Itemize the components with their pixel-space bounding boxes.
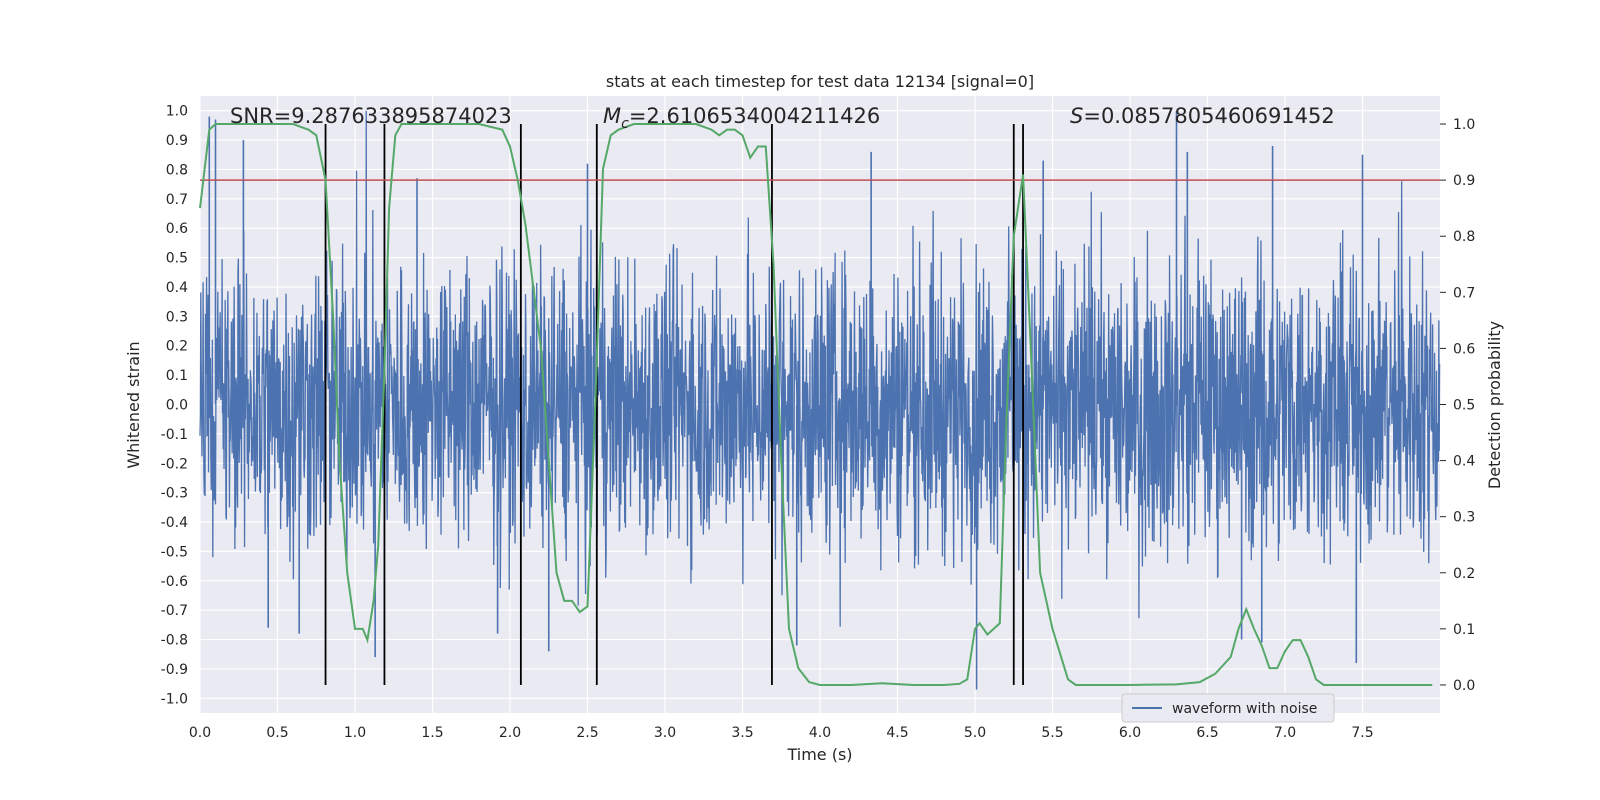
y-left-tick-label: 0.8 bbox=[166, 162, 188, 178]
y-left-tick-label: 0.7 bbox=[166, 192, 188, 208]
y-right-tick-label: 0.0 bbox=[1453, 678, 1475, 694]
y-left-tick-label: 0.6 bbox=[166, 221, 188, 237]
y-left-tick-label: -0.5 bbox=[161, 544, 188, 560]
y-right-tick-label: 0.3 bbox=[1453, 510, 1475, 526]
y-right-tick-label: 0.6 bbox=[1453, 341, 1475, 357]
legend: waveform with noise bbox=[1121, 693, 1335, 723]
y-left-tick-label: 0.1 bbox=[166, 368, 188, 384]
y-right-axis-label: Detection probability bbox=[1485, 321, 1504, 489]
x-tick-label: 0.0 bbox=[189, 725, 211, 741]
x-axis-label: Time (s) bbox=[786, 745, 852, 764]
s-annotation: S=0.0857805460691452 bbox=[1070, 104, 1335, 128]
chart-title: stats at each timestep for test data 121… bbox=[606, 72, 1034, 91]
y-left-tick-label: 0.9 bbox=[166, 133, 188, 149]
x-tick-label: 7.0 bbox=[1274, 725, 1296, 741]
x-tick-label: 3.0 bbox=[654, 725, 676, 741]
y-right-tick-label: 0.7 bbox=[1453, 285, 1475, 301]
y-right-tick-label: 0.9 bbox=[1453, 173, 1475, 189]
x-tick-label: 1.5 bbox=[421, 725, 443, 741]
y-left-tick-label: -0.6 bbox=[161, 574, 188, 590]
x-tick-label: 0.5 bbox=[266, 725, 288, 741]
x-tick-label: 4.5 bbox=[886, 725, 908, 741]
x-tick-label: 5.5 bbox=[1041, 725, 1063, 741]
x-tick-label: 6.0 bbox=[1119, 725, 1141, 741]
snr-annotation: SNR=9.287633895874023 bbox=[230, 104, 512, 128]
y-right-tick-label: 0.8 bbox=[1453, 229, 1475, 245]
legend-label: waveform with noise bbox=[1172, 701, 1317, 717]
x-tick-label: 7.5 bbox=[1351, 725, 1373, 741]
y-left-tick-label: -0.2 bbox=[161, 456, 188, 472]
y-left-ticks: 1.0 0.9 0.8 0.7 0.6 0.5 0.4 0.3 0.2 0.1 0.0 -0.1 -0.… bbox=[161, 104, 188, 708]
x-tick-label: 3.5 bbox=[731, 725, 753, 741]
y-left-tick-label: -0.4 bbox=[161, 515, 188, 531]
x-ticks: 0.0 0.5 1.0 1.5 2.0 2.5 3.0 3.5 4.0 4.5 5.0 5.5 6.0 6… bbox=[189, 725, 1374, 741]
y-left-tick-label: -0.9 bbox=[161, 662, 188, 678]
y-left-tick-label: 0.3 bbox=[166, 309, 188, 325]
x-tick-label: 2.5 bbox=[576, 725, 598, 741]
y-left-tick-label: -0.1 bbox=[161, 427, 188, 443]
y-left-tick-label: 0.0 bbox=[166, 398, 188, 414]
y-right-tick-label: 0.5 bbox=[1453, 398, 1475, 414]
y-right-tick-label: 1.0 bbox=[1453, 117, 1475, 133]
y-left-tick-label: -1.0 bbox=[161, 691, 188, 707]
y-left-tick-label: 1.0 bbox=[166, 104, 188, 120]
vertical-lines bbox=[324, 124, 1024, 685]
y-left-tick-label: 0.2 bbox=[166, 339, 188, 355]
x-tick-label: 4.0 bbox=[809, 725, 831, 741]
chirp-mass-annotation: Mc=2.6106534004211426 bbox=[603, 104, 880, 132]
y-left-tick-label: -0.7 bbox=[161, 603, 188, 619]
x-tick-label: 6.5 bbox=[1196, 725, 1218, 741]
x-tick-label: 5.0 bbox=[964, 725, 986, 741]
y-left-tick-label: 0.4 bbox=[166, 280, 188, 296]
y-left-axis-label: Whitened strain bbox=[124, 341, 143, 468]
y-right-tick-label: 0.4 bbox=[1453, 454, 1475, 470]
legend-box bbox=[1121, 693, 1335, 723]
detection-probability-series bbox=[199, 123, 1433, 686]
waveform-with-noise-series bbox=[199, 110, 1441, 690]
y-left-tick-label: -0.8 bbox=[161, 633, 188, 649]
y-right-ticks: 1.0 0.9 0.8 0.7 0.6 0.5 0.4 0.3 0.2 0.1 0.0 bbox=[1440, 117, 1475, 694]
y-right-tick-label: 0.1 bbox=[1453, 622, 1475, 638]
y-right-tick-label: 0.2 bbox=[1453, 566, 1475, 582]
y-left-tick-label: 0.5 bbox=[166, 251, 188, 267]
waveform-line bbox=[199, 110, 1441, 627]
y-left-tick-label: -0.3 bbox=[161, 486, 188, 502]
x-tick-label: 2.0 bbox=[499, 725, 521, 741]
x-tick-label: 1.0 bbox=[344, 725, 366, 741]
